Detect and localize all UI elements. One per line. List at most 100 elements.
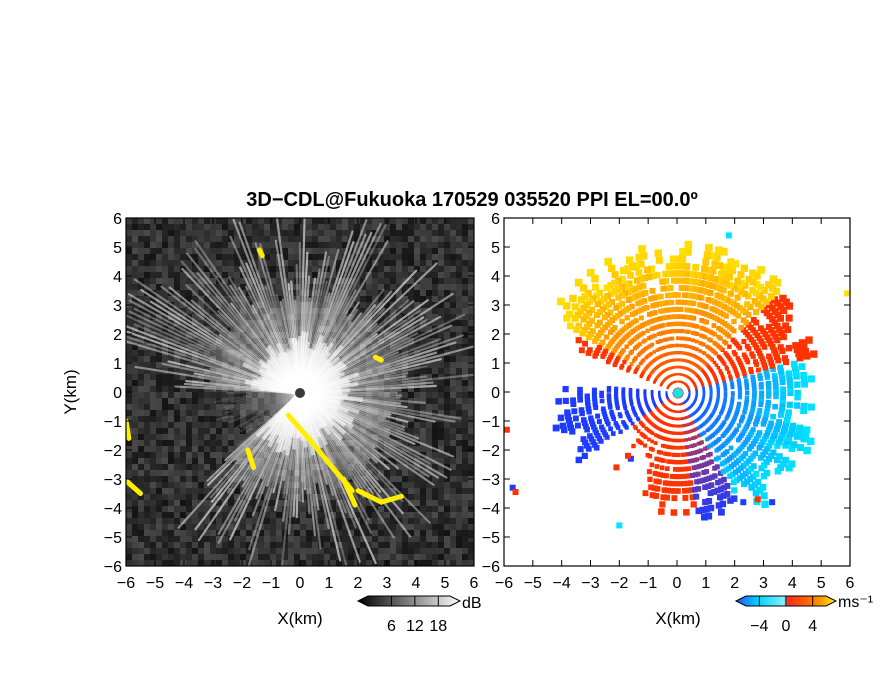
noise-cell — [156, 422, 162, 428]
velocity-cell — [626, 256, 634, 264]
y-tick-label: 0 — [113, 385, 122, 402]
noise-cell — [132, 314, 138, 320]
noise-cell — [450, 458, 456, 464]
noise-cell — [180, 368, 186, 374]
noise-cell — [222, 338, 228, 344]
noise-cell — [450, 494, 456, 500]
noise-cell — [414, 236, 420, 242]
noise-cell — [228, 224, 234, 230]
noise-cell — [150, 230, 156, 236]
noise-cell — [270, 308, 276, 314]
noise-cell — [264, 464, 270, 470]
noise-cell — [258, 476, 264, 482]
noise-cell — [252, 476, 258, 482]
noise-cell — [456, 248, 462, 254]
noise-cell — [372, 506, 378, 512]
noise-cell — [462, 356, 468, 362]
noise-cell — [396, 518, 402, 524]
noise-cell — [192, 458, 198, 464]
velocity-cell — [775, 357, 782, 364]
noise-cell — [306, 230, 312, 236]
noise-cell — [426, 332, 432, 338]
noise-cell — [150, 488, 156, 494]
noise-cell — [198, 290, 204, 296]
velocity-cell — [669, 307, 675, 313]
noise-cell — [150, 434, 156, 440]
noise-cell — [186, 296, 192, 302]
noise-cell — [234, 224, 240, 230]
velocity-cell — [674, 277, 682, 284]
noise-cell — [372, 248, 378, 254]
noise-cell — [294, 260, 300, 266]
noise-cell — [192, 470, 198, 476]
noise-cell — [414, 248, 420, 254]
noise-cell — [438, 398, 444, 404]
velocity-cell — [607, 290, 615, 298]
noise-cell — [180, 386, 186, 392]
velocity-cell — [654, 249, 662, 257]
noise-cell — [126, 530, 132, 536]
noise-cell — [228, 428, 234, 434]
noise-cell — [450, 290, 456, 296]
noise-cell — [198, 434, 204, 440]
noise-cell — [390, 242, 396, 248]
noise-cell — [234, 362, 240, 368]
noise-cell — [330, 230, 336, 236]
noise-cell — [240, 302, 246, 308]
noise-cell — [420, 404, 426, 410]
echo-ray — [234, 391, 302, 429]
noise-cell — [402, 386, 408, 392]
noise-cell — [258, 344, 264, 350]
noise-cell — [204, 290, 210, 296]
noise-cell — [462, 530, 468, 536]
noise-cell — [378, 242, 384, 248]
noise-cell — [336, 518, 342, 524]
noise-cell — [216, 446, 222, 452]
noise-cell — [468, 458, 474, 464]
velocity-cell — [744, 386, 750, 391]
noise-cell — [384, 236, 390, 242]
noise-cell — [444, 266, 450, 272]
noise-cell — [420, 410, 426, 416]
noise-cell — [360, 254, 366, 260]
noise-cell — [132, 404, 138, 410]
noise-cell — [270, 242, 276, 248]
noise-cell — [336, 224, 342, 230]
noise-cell — [354, 512, 360, 518]
noise-cell — [450, 434, 456, 440]
noise-cell — [294, 332, 300, 338]
noise-cell — [228, 404, 234, 410]
noise-cell — [168, 542, 174, 548]
noise-cell — [282, 248, 288, 254]
noise-cell — [144, 464, 150, 470]
noise-cell — [306, 260, 312, 266]
noise-cell — [186, 248, 192, 254]
noise-cell — [288, 524, 294, 530]
noise-cell — [228, 440, 234, 446]
noise-cell — [420, 332, 426, 338]
noise-cell — [264, 398, 270, 404]
echo-ray — [213, 391, 302, 404]
noise-cell — [378, 476, 384, 482]
noise-cell — [168, 398, 174, 404]
noise-cell — [192, 338, 198, 344]
velocity-cell — [644, 305, 650, 311]
noise-cell — [438, 554, 444, 560]
noise-cell — [204, 440, 210, 446]
velocity-cell — [757, 376, 763, 381]
noise-cell — [246, 326, 252, 332]
noise-cell — [192, 332, 198, 338]
noise-cell — [402, 416, 408, 422]
noise-cell — [234, 236, 240, 242]
noise-cell — [156, 416, 162, 422]
noise-cell — [468, 242, 474, 248]
noise-cell — [432, 242, 438, 248]
noise-cell — [330, 248, 336, 254]
noise-cell — [174, 542, 180, 548]
noise-cell — [402, 530, 408, 536]
noise-cell — [348, 308, 354, 314]
noise-cell — [282, 260, 288, 266]
velocity-cell — [737, 271, 745, 279]
noise-cell — [354, 524, 360, 530]
noise-cell — [366, 452, 372, 458]
